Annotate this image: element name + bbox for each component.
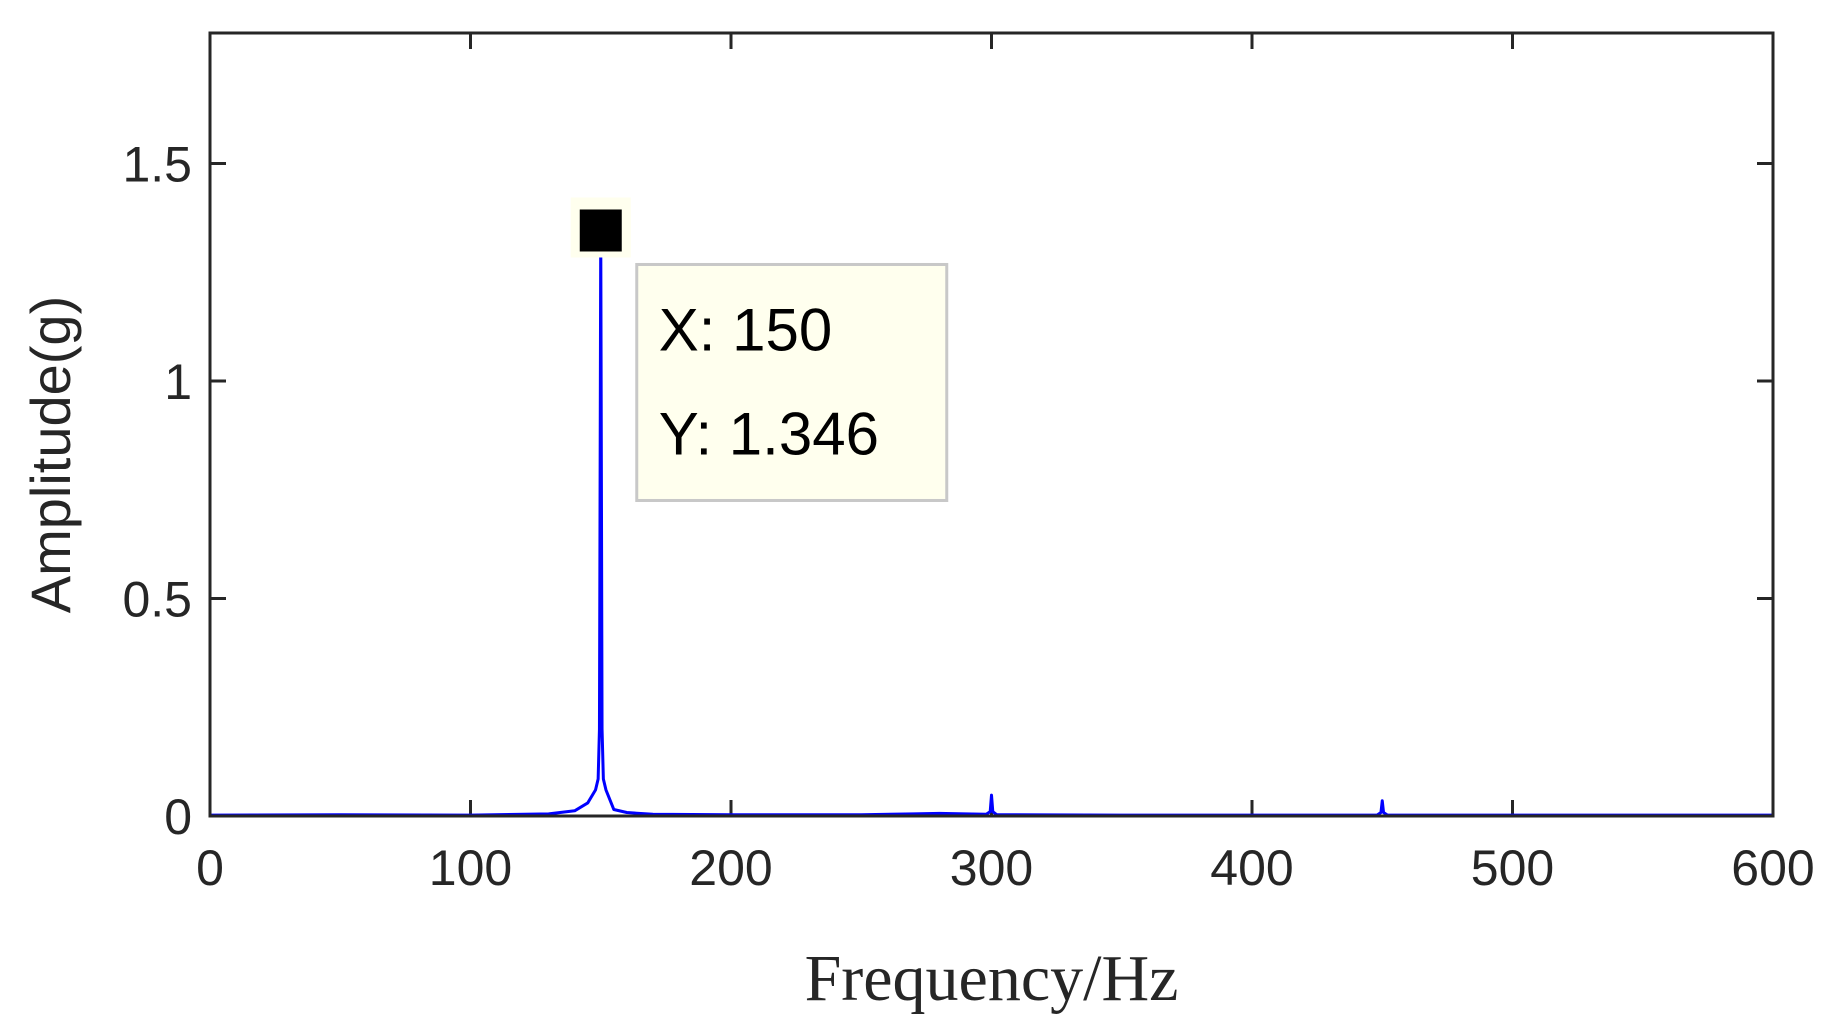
y-tick-label: 1.5: [122, 137, 192, 193]
x-ticks: 0 100 200 300 400 500 600: [196, 33, 1815, 896]
y-tick-label: 0.5: [122, 572, 192, 628]
y-tick-label: 1: [164, 354, 192, 410]
datatip-box: [635, 262, 949, 502]
plot-frame: [208, 31, 1775, 818]
y-axis-label: Amplitude(g): [19, 296, 82, 613]
x-tick-label: 500: [1471, 840, 1554, 896]
series-line: [209, 228, 1773, 817]
y-ticks: 0 0.5 1 1.5: [122, 137, 1773, 845]
x-axis-label: Frequency/Hz: [805, 942, 1179, 1015]
datatip-marker[interactable]: [579, 209, 622, 252]
y-tick-label: 0: [164, 789, 192, 845]
datatip[interactable]: X: 150 Y: 1.346: [570, 197, 949, 502]
x-tick-label: 0: [196, 840, 224, 896]
x-tick-label: 600: [1731, 840, 1814, 896]
x-tick-label: 100: [429, 840, 512, 896]
plot-area: [210, 33, 1773, 816]
datatip-x-value: X: 150: [659, 296, 832, 363]
datatip-y-value: Y: 1.346: [659, 400, 879, 467]
x-tick-label: 400: [1210, 840, 1293, 896]
x-tick-label: 300: [950, 840, 1033, 896]
x-tick-label: 200: [689, 840, 772, 896]
